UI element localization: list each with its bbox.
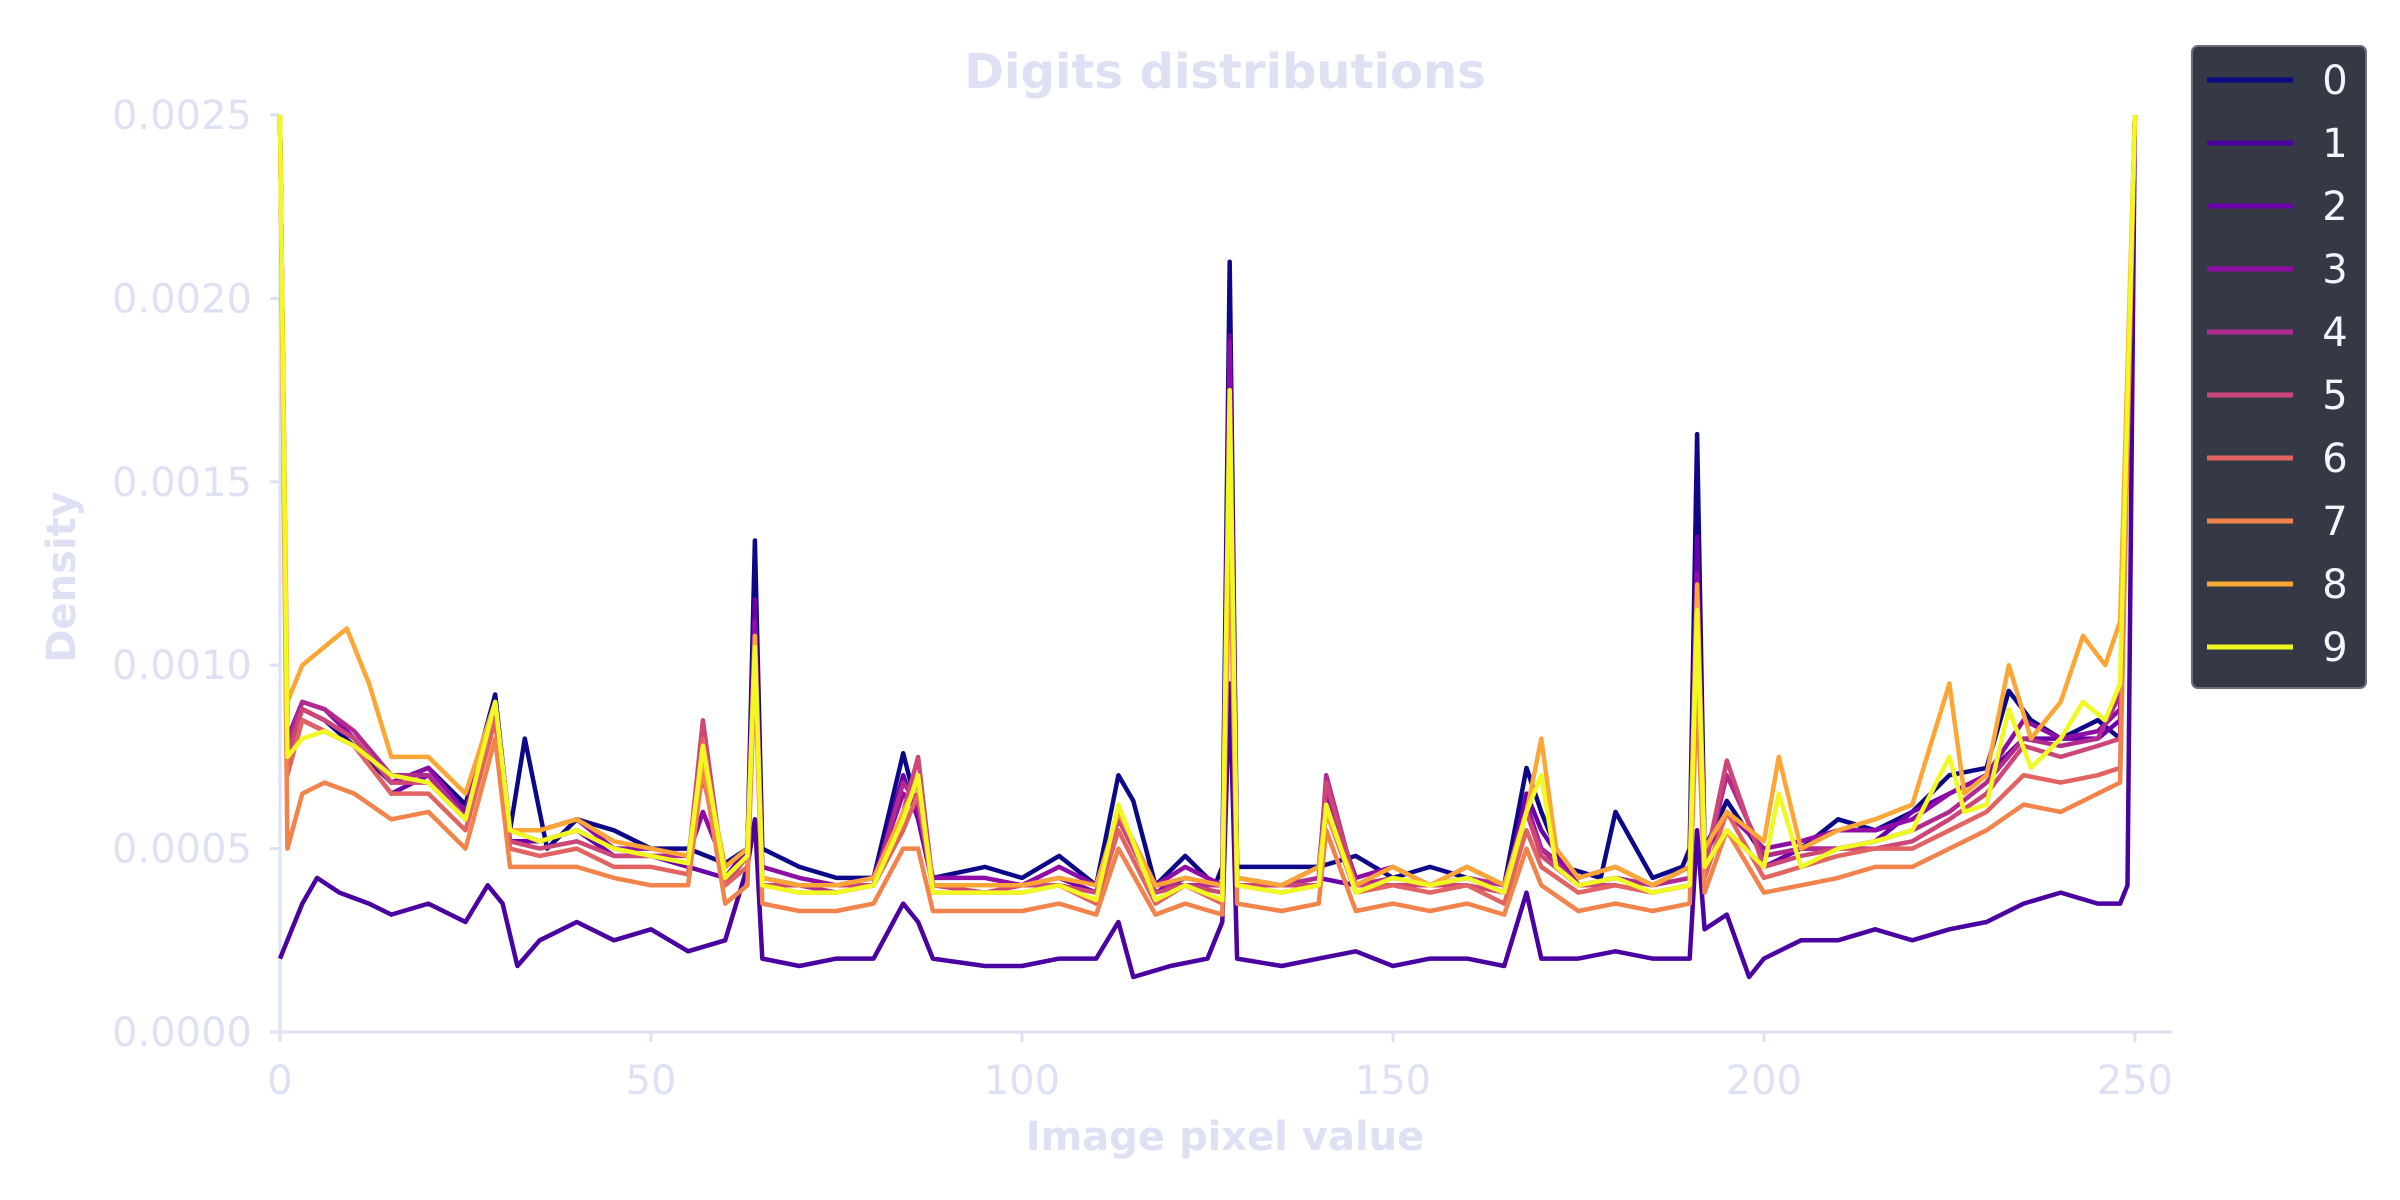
series-line-1 <box>277 114 2138 980</box>
x-axis-label: Image pixel value <box>1026 1114 1425 1160</box>
series-line-5 <box>277 114 2138 895</box>
legend-label: 3 <box>2322 247 2347 293</box>
legend-items: 0 1 2 3 4 5 6 7 8 9 <box>2207 58 2348 671</box>
x-tick-labels: 0 50 100 150 200 250 <box>267 1032 2173 1104</box>
series-line-6 <box>277 114 2138 906</box>
x-tick-label: 100 <box>984 1058 1060 1104</box>
legend-label: 4 <box>2322 310 2347 356</box>
y-tick-label: 0.0000 <box>112 1010 252 1056</box>
x-tick-label: 250 <box>2097 1058 2173 1104</box>
series-lines <box>277 114 2138 980</box>
x-tick-label: 200 <box>1726 1058 1802 1104</box>
y-tick-label: 0.0020 <box>112 276 252 322</box>
y-axis-label: Density <box>39 491 85 663</box>
y-tick-label: 0.0015 <box>112 460 252 506</box>
y-tick-label: 0.0010 <box>112 643 252 689</box>
x-tick-label: 0 <box>267 1058 292 1104</box>
series-line-9 <box>277 114 2138 903</box>
y-tick-label: 0.0005 <box>112 827 252 873</box>
x-tick-label: 50 <box>626 1058 677 1104</box>
y-tick-label: 0.0025 <box>112 93 252 139</box>
x-tick-label: 150 <box>1355 1058 1431 1104</box>
legend-label: 0 <box>2322 58 2347 104</box>
legend-label: 1 <box>2322 121 2347 167</box>
legend-label: 2 <box>2322 184 2347 230</box>
legend-label: 6 <box>2322 436 2347 482</box>
legend-label: 7 <box>2322 499 2347 545</box>
series-line-2 <box>277 114 2138 895</box>
series-line-7 <box>277 114 2138 917</box>
series-line-3 <box>277 114 2138 888</box>
chart-title: Digits distributions <box>964 44 1485 100</box>
series-line-4 <box>277 114 2138 895</box>
legend-label: 9 <box>2322 625 2347 671</box>
legend-label: 8 <box>2322 562 2347 608</box>
legend: 0 1 2 3 4 5 6 7 8 9 <box>2191 45 2367 689</box>
series-line-0 <box>277 114 2138 888</box>
y-tick-labels: 0.0000 0.0005 0.0010 0.0015 0.0020 0.0025 <box>112 93 280 1056</box>
legend-label: 5 <box>2322 373 2347 419</box>
series-line-8 <box>277 114 2138 888</box>
